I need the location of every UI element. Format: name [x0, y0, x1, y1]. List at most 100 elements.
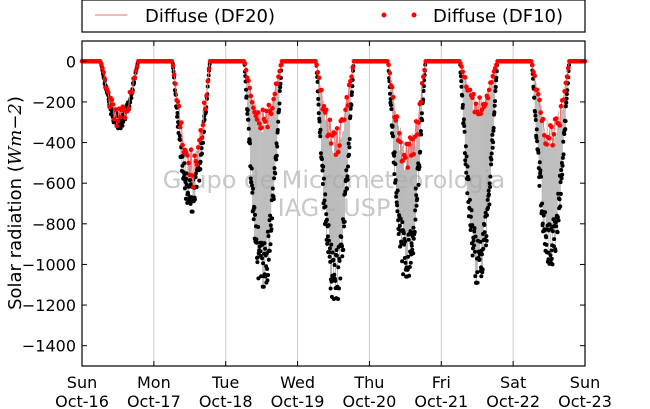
black-point: [325, 234, 330, 239]
black-point: [342, 219, 347, 224]
black-point: [316, 111, 321, 116]
black-point: [484, 234, 489, 239]
black-point: [326, 238, 331, 243]
black-point: [473, 274, 478, 279]
black-point: [409, 243, 414, 248]
df10-point: [348, 78, 353, 84]
black-point: [403, 239, 408, 244]
black-point: [316, 102, 321, 107]
black-point: [244, 87, 248, 92]
black-point: [484, 238, 489, 243]
legend-df20-label: Diffuse (DF20): [145, 6, 275, 27]
df10-point: [114, 123, 119, 129]
black-point: [416, 182, 421, 187]
black-point: [398, 216, 403, 221]
df10-point: [113, 107, 118, 112]
legend-box: [81, 0, 586, 33]
df10-point: [180, 142, 185, 148]
black-point: [402, 242, 407, 247]
df10-point: [204, 93, 209, 98]
df10-point: [254, 117, 260, 122]
black-point: [459, 79, 464, 84]
y-tick-label: −1400: [22, 337, 76, 356]
df10-point: [416, 120, 421, 125]
df10-point: [266, 102, 272, 108]
df10-point: [206, 66, 212, 72]
watermark-line-2: IAG - USP: [278, 194, 391, 222]
df10-point: [177, 124, 183, 130]
x-tick-day: Mon: [137, 373, 171, 392]
black-point: [322, 198, 327, 203]
df10-point: [122, 115, 128, 121]
black-point: [178, 137, 183, 142]
df10-point: [246, 78, 251, 84]
df10-point: [561, 97, 566, 103]
black-point: [336, 265, 341, 270]
df10-point: [486, 87, 492, 93]
df10-point: [542, 133, 547, 138]
black-point: [188, 201, 193, 206]
legend-df10-swatch-dot-1: [381, 12, 387, 18]
black-point: [250, 183, 254, 188]
black-point: [274, 153, 279, 158]
df10-point: [262, 119, 268, 124]
black-point: [193, 175, 198, 180]
df10-point: [268, 111, 274, 117]
black-point: [183, 196, 188, 201]
df10-point: [334, 126, 340, 131]
black-point: [460, 102, 465, 107]
df10-point: [422, 67, 427, 73]
black-point: [418, 149, 423, 154]
df10-point: [327, 117, 333, 123]
black-point: [173, 88, 178, 93]
black-point: [536, 150, 541, 155]
black-point: [563, 104, 568, 109]
black-point: [395, 209, 400, 214]
black-point: [400, 220, 405, 225]
df10-point: [175, 99, 181, 105]
black-point: [324, 217, 329, 222]
df10-point: [398, 139, 403, 145]
df10-point: [271, 96, 276, 102]
df10-point: [319, 87, 324, 93]
black-point: [182, 161, 187, 166]
black-point: [323, 192, 328, 197]
black-point: [403, 260, 408, 265]
df10-point: [324, 107, 329, 113]
df10-point: [471, 91, 476, 97]
df10-point: [557, 123, 563, 128]
df10-point: [537, 97, 542, 103]
df10-point: [314, 62, 320, 67]
y-axis-label: Solar radiation (Wm−2): [5, 96, 26, 310]
df10-point: [337, 143, 342, 148]
df10-point: [403, 155, 408, 160]
black-point: [389, 103, 393, 107]
df10-point: [483, 101, 488, 107]
black-point: [255, 260, 260, 265]
black-point: [555, 230, 560, 235]
black-point: [465, 191, 470, 196]
x-tick-date: Oct-22: [486, 392, 540, 409]
black-point: [261, 284, 266, 289]
df10-point: [470, 95, 475, 101]
df10-point: [405, 165, 411, 170]
black-point: [472, 229, 477, 234]
df10-point: [264, 108, 269, 114]
black-point: [340, 254, 345, 259]
black-point: [341, 247, 346, 252]
black-point: [558, 191, 563, 196]
black-point: [473, 234, 478, 239]
black-point: [254, 237, 259, 242]
black-point: [200, 151, 204, 156]
black-point: [262, 241, 267, 246]
df10-point: [530, 62, 535, 68]
black-point: [388, 91, 392, 96]
df10-point: [179, 120, 184, 125]
black-point: [272, 166, 277, 171]
black-point: [534, 127, 539, 132]
black-point: [274, 157, 279, 162]
df10-point: [349, 74, 354, 80]
black-point: [548, 253, 553, 258]
black-point: [470, 253, 475, 258]
